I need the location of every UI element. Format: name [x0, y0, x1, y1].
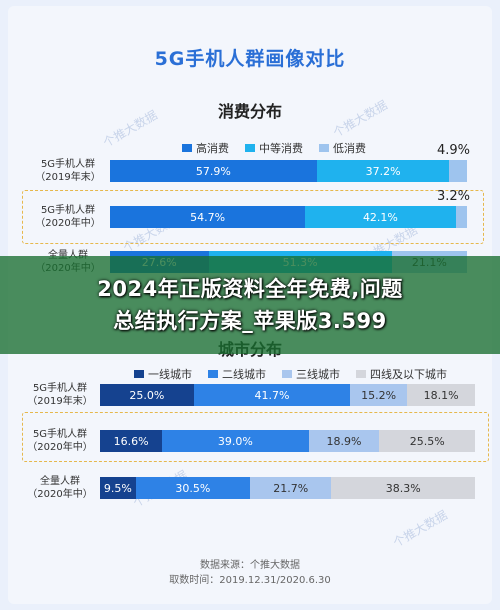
stacked-bar: 9.5% 30.5% 21.7% 38.3%	[100, 477, 475, 499]
bar-segment: 30.5%	[135, 477, 250, 499]
legend-label: 低消费	[333, 142, 366, 155]
legend-label: 中等消费	[259, 142, 303, 155]
legend-label: 高消费	[196, 142, 229, 155]
bar-segment: 16.6%	[100, 430, 163, 452]
chart-2-legend: 一线城市 二线城市 三线城市 四线及以下城市	[134, 366, 447, 382]
legend-swatch	[134, 370, 144, 378]
legend-swatch	[245, 144, 255, 152]
bar-segment: 57.9%	[110, 160, 317, 182]
stacked-bar: 54.7% 42.1%	[110, 206, 467, 228]
legend-item: 低消费	[319, 140, 366, 156]
footer-source: 数据来源：个推大数据	[200, 560, 300, 571]
bar-segment: 18.9%	[308, 430, 380, 452]
overlay-banner: 2024年正版资料全年免费,问题 总结执行方案_苹果版3.599	[0, 256, 500, 354]
legend-swatch	[208, 370, 218, 378]
legend-swatch	[282, 370, 292, 378]
legend-swatch	[182, 144, 192, 152]
legend-swatch	[319, 144, 329, 152]
legend-item: 二线城市	[208, 366, 266, 382]
bar-segment: 39.0%	[162, 430, 309, 452]
row-label: 5G手机人群 （2019年末）	[35, 159, 101, 183]
legend-label: 一线城市	[148, 368, 192, 381]
legend-item: 高消费	[182, 140, 229, 156]
row-label: 5G手机人群 （2019年末）	[27, 383, 93, 407]
chart-1-legend: 高消费 中等消费 低消费	[182, 140, 366, 156]
bar-segment: 25.5%	[379, 430, 475, 452]
main-title: 5G手机人群画像对比	[154, 48, 346, 70]
data-label: 3.2%	[437, 189, 471, 204]
row-label: 5G手机人群 （2020年中）	[27, 429, 93, 453]
highlight-box-chart-1	[22, 190, 484, 244]
legend-label: 二线城市	[222, 368, 266, 381]
row-label: 5G手机人群 （2020年中）	[35, 205, 101, 229]
bar-segment: 54.7%	[110, 206, 306, 228]
footer-period: 取数时间：2019.12.31/2020.6.30	[169, 575, 331, 586]
legend-swatch	[356, 370, 366, 378]
bar-segment: 25.0%	[100, 384, 194, 406]
bar-segment: 42.1%	[305, 206, 456, 228]
legend-item: 四线及以下城市	[356, 366, 447, 382]
bar-segment	[449, 160, 467, 182]
row-label: 全量人群（2020年中）	[27, 476, 93, 500]
data-label: 4.9%	[437, 143, 471, 158]
bar-segment	[455, 206, 467, 228]
banner-line-2: 总结执行方案_苹果版3.599	[113, 309, 387, 333]
stacked-bar: 57.9% 37.2%	[110, 160, 467, 182]
banner-line-1: 2024年正版资料全年免费,问题	[97, 277, 403, 301]
bar-segment: 18.1%	[407, 384, 475, 406]
bar-segment: 41.7%	[193, 384, 351, 406]
highlight-box-chart-2	[22, 412, 489, 462]
legend-label: 四线及以下城市	[370, 368, 447, 381]
bar-segment: 21.7%	[250, 477, 332, 499]
bar-segment: 15.2%	[350, 384, 408, 406]
bar-segment: 37.2%	[316, 160, 450, 182]
legend-item: 三线城市	[282, 366, 340, 382]
legend-label: 三线城市	[296, 368, 340, 381]
stacked-bar: 25.0% 41.7% 15.2% 18.1%	[100, 384, 475, 406]
bar-segment: 38.3%	[331, 477, 475, 499]
bar-segment: 9.5%	[100, 477, 136, 499]
legend-item: 一线城市	[134, 366, 192, 382]
stacked-bar: 16.6% 39.0% 18.9% 25.5%	[100, 430, 475, 452]
chart-1-title: 消费分布	[217, 102, 282, 121]
legend-item: 中等消费	[245, 140, 303, 156]
